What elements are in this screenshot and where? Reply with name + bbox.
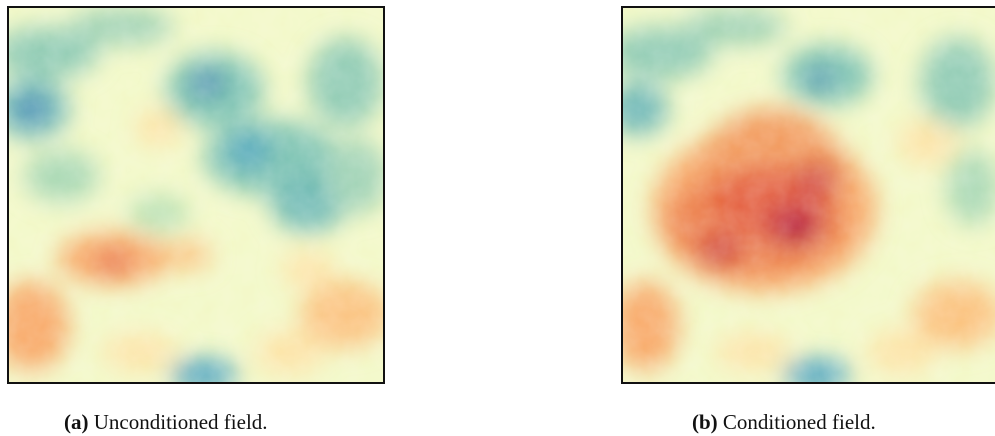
caption-b-text: Conditioned field. [722,410,876,434]
caption-a: (a) Unconditioned field. [64,410,268,435]
conditioned-field-plot [621,6,995,384]
caption-b: (b) Conditioned field. [692,410,876,435]
conditioned-field-image [623,8,995,382]
unconditioned-field-image [9,8,383,382]
unconditioned-field-plot [7,6,385,384]
caption-a-label: (a) [64,410,89,434]
caption-b-label: (b) [692,410,718,434]
caption-a-text: Unconditioned field. [93,410,268,434]
